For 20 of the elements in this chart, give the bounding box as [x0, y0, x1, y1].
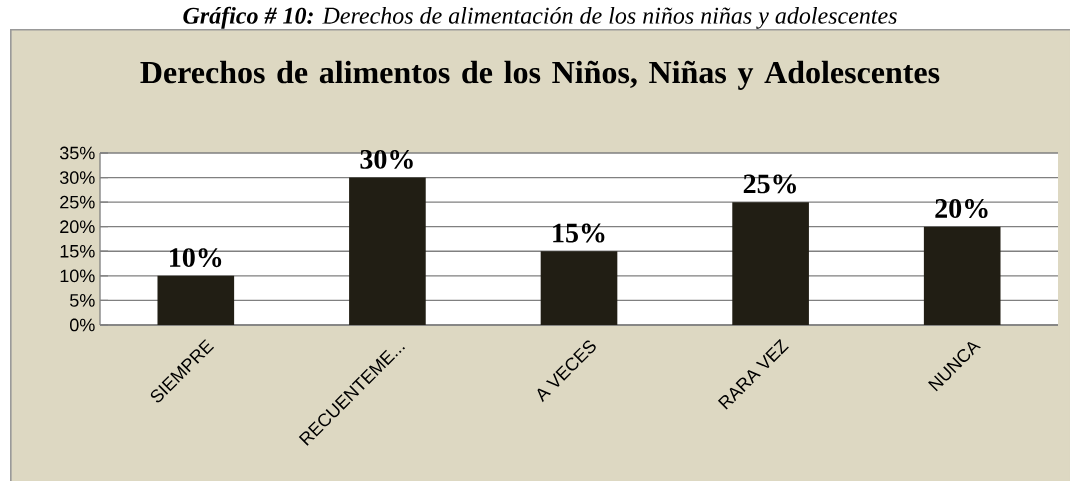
data-label: 25%	[743, 174, 796, 194]
bar	[157, 275, 235, 325]
text: Gráfico # 10: Derechos de alimentación de los niños niñas y adolescentes	[183, 6, 897, 29]
y-tick-label: 25%	[60, 195, 95, 209]
y-tick-label: 20%	[60, 220, 95, 234]
y-tick-label: 35%	[59, 146, 95, 160]
bar	[540, 251, 618, 325]
data-label: 30%	[360, 149, 413, 169]
data-label: 20%	[935, 199, 988, 218]
y-tick-label: 10%	[60, 269, 95, 283]
data-label: 10%	[170, 248, 222, 268]
bar	[923, 226, 1001, 325]
data-label: 15%	[553, 223, 605, 243]
y-tick-label: 15%	[60, 244, 95, 258]
y-tick-label: 5%	[70, 294, 95, 307]
chart-title: Derechos de alimentos de los Niños, Niñas y Adolescentes	[140, 60, 940, 90]
bar	[732, 202, 809, 325]
y-tick-label: 0%	[70, 318, 95, 332]
bar	[349, 177, 426, 325]
y-tick-label: 30%	[59, 171, 95, 184]
